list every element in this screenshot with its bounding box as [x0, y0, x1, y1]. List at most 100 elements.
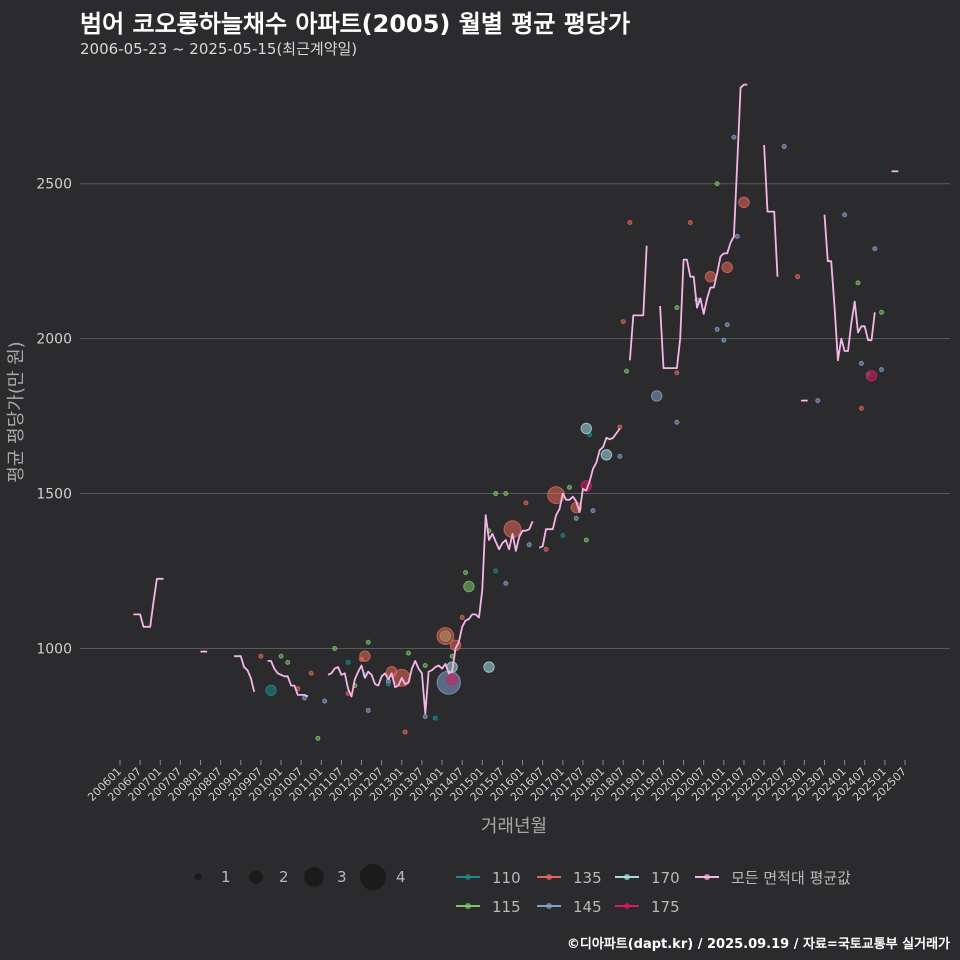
avg-line-segment [629, 245, 648, 361]
point-110 [493, 568, 499, 574]
point-110 [432, 715, 438, 721]
point-175 [865, 370, 878, 382]
avg-line-segment [823, 214, 876, 362]
point-115 [406, 650, 412, 656]
point-170 [600, 449, 613, 461]
point-115 [583, 537, 589, 543]
avg-line-segment [267, 660, 309, 698]
y-axis-title: 평균 평당가(만 원) [6, 341, 27, 482]
point-145 [815, 398, 821, 404]
point-135 [620, 319, 626, 325]
chart-subtitle: 2006-05-23 ~ 2025-05-15(최근계약일) [80, 40, 358, 58]
legend-label-145: 145 [573, 898, 602, 916]
point-115 [278, 653, 284, 659]
point-115 [503, 491, 509, 497]
point-145 [617, 453, 623, 459]
y-tick-label: 2500 [36, 177, 72, 193]
legend-dot-175 [624, 903, 630, 909]
point-115 [855, 280, 861, 286]
point-170 [483, 661, 495, 673]
point-115 [493, 491, 499, 497]
y-tick-label: 1000 [36, 641, 72, 657]
point-145 [879, 367, 885, 373]
point-145 [731, 134, 737, 140]
point-135 [858, 405, 864, 411]
legend-label-135: 135 [573, 869, 602, 887]
point-145 [734, 233, 740, 239]
avg-line-segment [659, 83, 748, 369]
point-145 [422, 714, 428, 720]
chart-title: 범어 코오롱하늘채수 아파트(2005) 월별 평균 평당가 [80, 10, 631, 38]
point-115 [332, 645, 338, 651]
line-layer [133, 83, 899, 715]
point-115 [285, 659, 291, 665]
size-legend-label: 2 [279, 868, 289, 886]
footer-credit: ©디아파트(dapt.kr) / 2025.09.19 / 자료=국토교통부 실… [566, 937, 950, 952]
legend-dot-110 [465, 874, 471, 880]
point-115 [365, 639, 371, 645]
point-145 [674, 419, 680, 425]
size-legend-symbol [249, 870, 263, 884]
point-145 [590, 508, 596, 514]
grid-layer [80, 183, 950, 649]
size-legend-symbol [304, 867, 324, 887]
point-110 [265, 684, 277, 696]
point-145 [526, 542, 532, 548]
legend-label-110: 110 [492, 869, 521, 887]
point-175 [446, 673, 458, 686]
size-legend-symbol [359, 863, 387, 891]
point-115 [567, 484, 573, 490]
point-115 [315, 735, 321, 741]
legend-label-175: 175 [651, 898, 680, 916]
point-115 [674, 305, 680, 311]
point-145 [858, 360, 864, 366]
point-115 [463, 570, 469, 576]
point-170 [580, 422, 593, 435]
point-145 [781, 144, 787, 150]
avg-line-segment [133, 577, 164, 628]
point-145 [322, 698, 328, 704]
y-tick-label: 2000 [36, 332, 72, 348]
point-135 [308, 670, 314, 676]
point-145 [872, 246, 878, 252]
point-135 [523, 500, 529, 506]
point-110 [560, 532, 566, 538]
point-145 [714, 326, 720, 332]
point-115 [624, 368, 630, 374]
legend-dot-145 [546, 903, 552, 909]
avg-line-segment [538, 427, 621, 549]
avg-line-segment [763, 144, 779, 277]
point-135 [543, 546, 549, 552]
point-145 [503, 580, 509, 586]
y-tick-label: 1500 [36, 487, 72, 503]
point-135 [795, 274, 801, 280]
x-axis-title: 거래년월 [481, 816, 547, 837]
point-145 [721, 337, 727, 343]
axis-layer: 1000150020002500200601200607200701200707… [36, 177, 909, 804]
size-legend-label: 1 [221, 868, 231, 886]
legend-dot-avg [704, 874, 710, 880]
point-135 [738, 196, 750, 209]
legend-dot-115 [465, 903, 471, 909]
size-legend-label: 4 [396, 868, 406, 886]
point-135 [617, 424, 623, 430]
point-135 [359, 650, 371, 662]
point-115 [714, 181, 720, 187]
point-135 [687, 219, 693, 225]
point-115 [463, 580, 475, 593]
size-legend-label: 3 [337, 868, 347, 886]
point-135 [704, 270, 717, 283]
point-135 [674, 370, 680, 376]
point-145 [651, 390, 663, 402]
point-115 [879, 309, 885, 315]
legend-label-170: 170 [651, 869, 680, 887]
legend-label-avg: 모든 면적대 평균값 [731, 869, 851, 887]
point-145 [842, 212, 848, 218]
point-135 [436, 627, 455, 645]
legend-dot-135 [546, 874, 552, 880]
point-135 [258, 653, 264, 659]
scatter-layer [258, 134, 885, 741]
point-135 [402, 729, 408, 735]
point-145 [724, 322, 730, 328]
